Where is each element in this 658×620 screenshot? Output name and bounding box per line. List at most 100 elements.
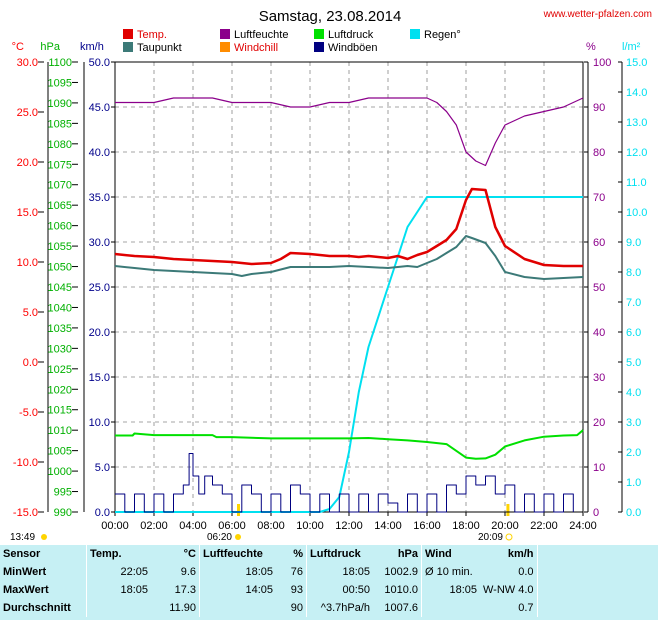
stats-press-value: 1007.6 — [384, 602, 418, 614]
tick-label: 90 — [593, 102, 605, 114]
weather-chart: Samstag, 23.08.2014 www.wetter-pfalzen.c… — [10, 8, 652, 543]
tick-label: 50.0 — [89, 57, 110, 69]
tick-label: 1020 — [48, 384, 72, 396]
tick-label: 7.0 — [626, 297, 641, 309]
tick-label: 15.0 — [89, 372, 110, 384]
stats-header-hum-unit: % — [293, 548, 303, 560]
axes: °C hPa km/h% l/m² 50.0 45.0 40.0 35.0 30.0 25.0 20… — [10, 41, 647, 543]
tick-label: 8.0 — [626, 267, 641, 279]
axis-title: hPa — [40, 41, 60, 53]
legend-label: Regen° — [424, 29, 461, 41]
legend-label: Luftdruck — [328, 29, 374, 41]
x-tick-label: 08:00 — [257, 520, 285, 532]
tick-label: 0 — [593, 507, 599, 519]
tick-label: 5.0 — [23, 307, 38, 319]
legend-swatch — [220, 29, 230, 39]
x-tick-label: 22:00 — [530, 520, 558, 532]
tick-label: 1030 — [48, 343, 72, 355]
tick-label: 1085 — [48, 118, 72, 130]
stats-row-max: MaxWert 18:05 17.3 14:05 93 00:50 1010.0… — [0, 581, 624, 599]
tick-label: 1000 — [48, 466, 72, 478]
tick-label: -15.0 — [13, 507, 38, 519]
tick-label: 30 — [593, 372, 605, 384]
site-url[interactable]: www.wetter-pfalzen.com — [543, 9, 652, 20]
tick-label: 1055 — [48, 241, 72, 253]
legend-swatch — [314, 29, 324, 39]
axis-title: l/m² — [622, 41, 641, 53]
tick-label: 1065 — [48, 200, 72, 212]
tick-label: 1040 — [48, 302, 72, 314]
legend-swatch — [123, 29, 133, 39]
stats-press-time: 18:05 — [306, 563, 373, 581]
stats-empty — [536, 581, 624, 599]
stats-press-time: 00:50 — [306, 581, 373, 599]
stats-temp-value: 17.3 — [174, 584, 196, 596]
axis-title: % — [586, 41, 596, 53]
stats-hum-time: 18:05 — [199, 563, 276, 581]
legend-label: Windböen — [328, 42, 378, 54]
stats-empty — [536, 599, 624, 617]
series-line-dew — [114, 235, 584, 280]
tick-label: 35.0 — [89, 192, 110, 204]
tick-label: 990 — [54, 507, 72, 519]
daylight-label: 13:49 — [10, 532, 35, 543]
stats-temp-value: 9.6 — [180, 566, 196, 578]
stats-temp-time — [86, 599, 151, 617]
tick-label: 15.0 — [17, 207, 38, 219]
legend-swatch — [314, 42, 324, 52]
stats-temp-time: 18:05 — [86, 581, 151, 599]
sunrise-label: 06:20 — [207, 532, 232, 543]
stats-empty — [536, 545, 624, 563]
x-tick-label: 16:00 — [413, 520, 441, 532]
x-tick-label: 10:00 — [296, 520, 324, 532]
stats-panel: Sensor Temp. °C Luftfeuchte % Luftdruck … — [0, 545, 658, 620]
tick-label: -5.0 — [19, 407, 38, 419]
tick-label: 60 — [593, 237, 605, 249]
stats-wind-time: 18:05 — [421, 581, 480, 599]
stats-press-value: 1010.0 — [384, 584, 418, 596]
tick-label: 0.0 — [95, 507, 110, 519]
tick-label: 70 — [593, 192, 605, 204]
sunset-label: 20:09 — [478, 532, 503, 543]
tick-label: 40.0 — [89, 147, 110, 159]
tick-label: 1080 — [48, 139, 72, 151]
stats-row-label: MaxWert — [3, 584, 49, 596]
tick-label: 15.0 — [626, 57, 647, 69]
tick-label: 10.0 — [89, 417, 110, 429]
tick-label: 1075 — [48, 159, 72, 171]
axis-title: km/h — [80, 41, 104, 53]
stats-row-label: Durchschnitt — [3, 602, 71, 614]
tick-label: 1005 — [48, 446, 72, 458]
tick-label: 30.0 — [17, 57, 38, 69]
legend-label: Windchill — [234, 42, 278, 54]
tick-label: 20 — [593, 417, 605, 429]
series-layer — [114, 97, 584, 513]
tick-label: 9.0 — [626, 237, 641, 249]
tick-label: 1095 — [48, 77, 72, 89]
stats-hum-time: 14:05 — [199, 581, 276, 599]
tick-label: 1100 — [48, 57, 72, 69]
stats-header-row: Sensor Temp. °C Luftfeuchte % Luftdruck … — [0, 545, 624, 563]
stats-wind-value: 0.0 — [518, 566, 534, 578]
stats-wind-time — [421, 599, 480, 617]
tick-label: 20.0 — [89, 327, 110, 339]
tick-label: 1035 — [48, 323, 72, 335]
tick-label: 10.0 — [17, 257, 38, 269]
tick-label: 3.0 — [626, 417, 641, 429]
x-tick-label: 06:00 — [218, 520, 246, 532]
x-tick-label: 12:00 — [335, 520, 363, 532]
sunset-icon — [505, 533, 513, 541]
stats-row-label: MinWert — [3, 566, 47, 578]
tick-label: 10.0 — [626, 207, 647, 219]
tick-label: 20.0 — [17, 157, 38, 169]
stats-header-press: Luftdruck — [306, 545, 373, 563]
tick-label: 12.0 — [626, 147, 647, 159]
legend-label: Taupunkt — [137, 42, 182, 54]
x-tick-label: 14:00 — [374, 520, 402, 532]
x-tick-label: 04:00 — [179, 520, 207, 532]
stats-header-hum: Luftfeuchte — [199, 545, 276, 563]
tick-label: 1025 — [48, 364, 72, 376]
stats-hum-value: 90 — [290, 602, 303, 614]
stats-temp-value: 11.90 — [169, 602, 196, 614]
